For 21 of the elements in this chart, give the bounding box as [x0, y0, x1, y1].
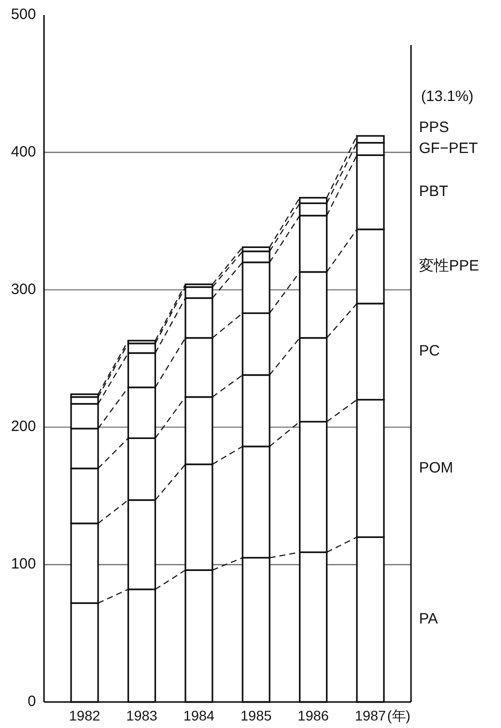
series-label: PBT [419, 183, 448, 200]
xtick-label: 1986 [298, 708, 329, 724]
series-label: PA [419, 610, 438, 628]
series-label: PPS [419, 118, 450, 136]
ytick-label: 300 [10, 280, 36, 298]
xlabel: (年) [387, 708, 410, 724]
xtick-label: 1983 [126, 708, 158, 724]
series-label: 変性PPE [419, 257, 480, 274]
xtick-label: 1987 [354, 708, 386, 724]
series-label: GF−PET [419, 140, 478, 157]
annotation: (13.1%) [421, 88, 474, 105]
ytick-label: 500 [10, 6, 36, 23]
ytick-label: 0 [28, 692, 36, 710]
ytick-label: 200 [10, 418, 36, 436]
xtick-label: 1985 [240, 708, 272, 724]
xtick-label: 1982 [69, 708, 100, 724]
ytick-label: 100 [10, 556, 36, 573]
series-label: POM [419, 459, 454, 476]
xtick-label: 1984 [183, 708, 214, 724]
ytick-label: 400 [10, 143, 36, 160]
series-label: PC [419, 342, 440, 360]
